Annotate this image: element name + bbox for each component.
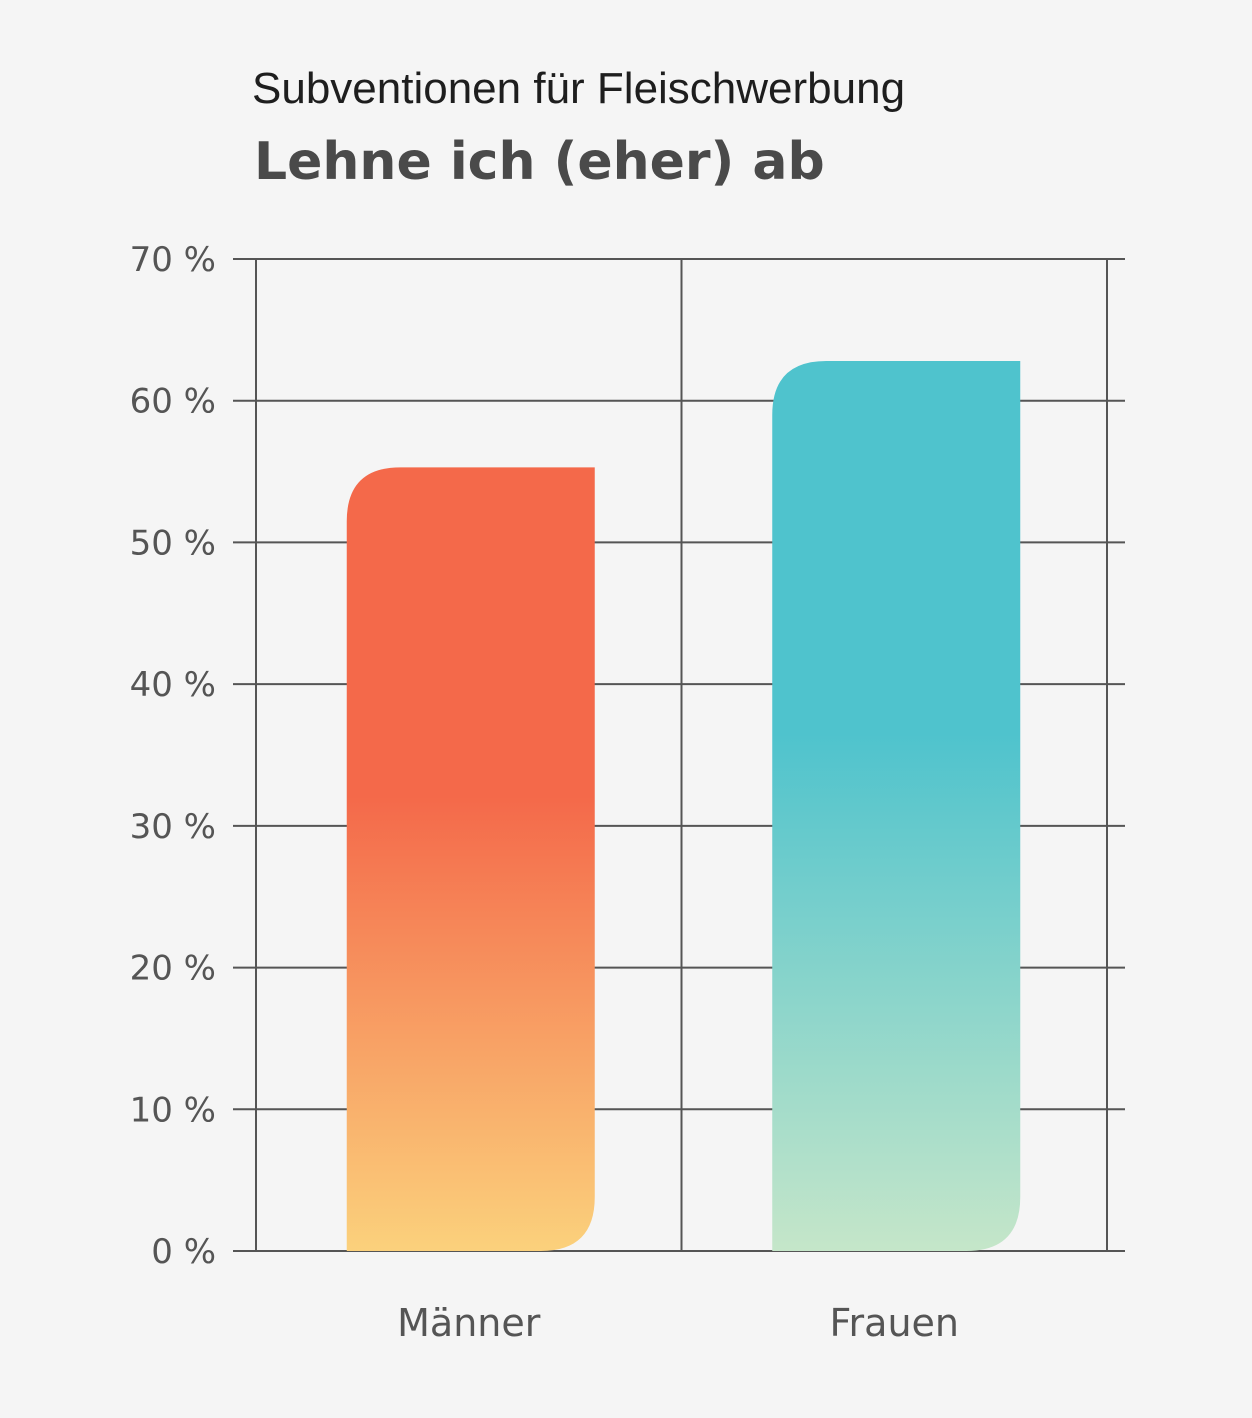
bars <box>346 361 1021 1251</box>
y-tick-label: 60 % <box>130 382 216 422</box>
category-label: Frauen <box>829 1301 959 1345</box>
y-tick-label: 20 % <box>130 949 216 989</box>
chart-subtitle: Lehne ich (eher) ab <box>254 132 825 192</box>
axes: 0 % 10 % 20 % 30 % 40 % 50 % 60 % 70 % Männer Fra… <box>130 240 959 1345</box>
category-label: Männer <box>397 1301 541 1345</box>
chart-title: Subventionen für Fleischwerbung <box>252 64 906 113</box>
y-tick-label: 10 % <box>130 1090 216 1130</box>
y-tick-label: 30 % <box>130 807 216 847</box>
y-tick-label: 70 % <box>130 240 216 280</box>
y-tick-label: 50 % <box>130 523 216 563</box>
y-tick-label: 40 % <box>130 665 216 705</box>
bar-0 <box>346 467 595 1251</box>
y-tick-label: 0 % <box>151 1232 216 1272</box>
bar-1 <box>772 361 1021 1251</box>
